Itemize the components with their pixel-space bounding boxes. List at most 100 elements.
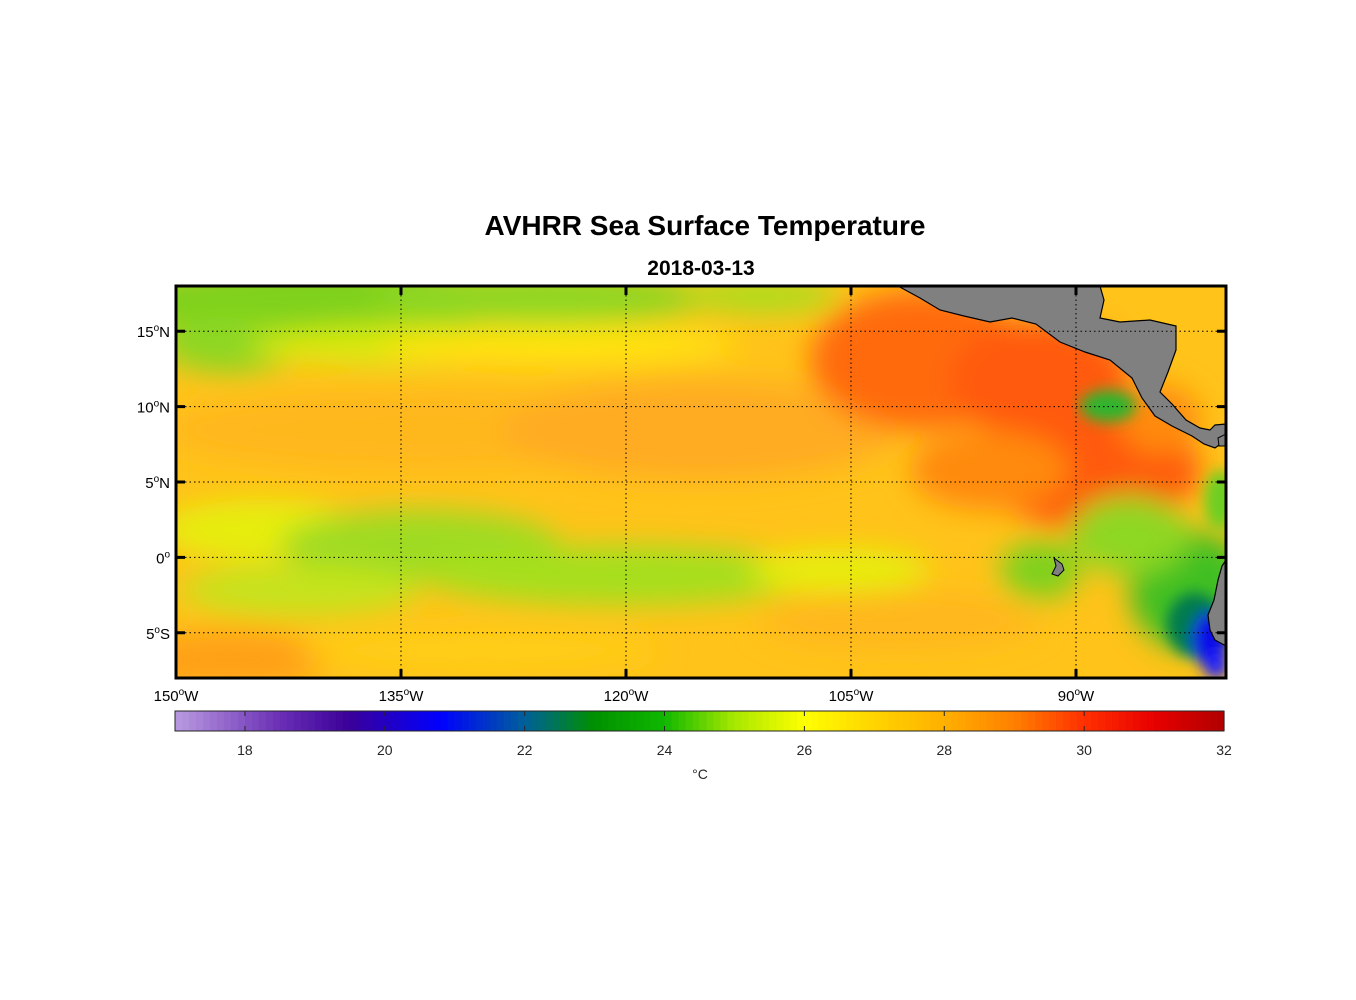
colorbar-swatch xyxy=(727,711,736,731)
colorbar-swatch xyxy=(748,711,757,731)
colorbar-swatch xyxy=(685,711,694,731)
colorbar-swatch xyxy=(545,711,554,731)
colorbar-swatch xyxy=(1217,711,1225,731)
colorbar-swatch xyxy=(664,711,673,731)
colorbar-swatch xyxy=(734,711,743,731)
colorbar-swatch xyxy=(223,711,232,731)
colorbar-swatch xyxy=(692,711,701,731)
colorbar-swatch xyxy=(468,711,477,731)
colorbar-swatch xyxy=(1049,711,1057,731)
colorbar-tick-label: 32 xyxy=(1216,742,1232,758)
colorbar-swatch xyxy=(636,711,645,731)
colorbar-swatch xyxy=(188,711,197,731)
colorbar-swatch xyxy=(559,711,568,731)
land-fragment xyxy=(1217,433,1226,447)
colorbar-swatch xyxy=(552,711,561,731)
colorbar-swatch xyxy=(202,711,211,731)
colorbar-swatch xyxy=(370,711,379,731)
colorbar-swatch xyxy=(1014,711,1022,731)
colorbar-swatch xyxy=(874,711,882,731)
colorbar-swatch xyxy=(580,711,589,731)
lon-tick-label: 105oW xyxy=(829,687,875,705)
colorbar-swatch xyxy=(531,711,540,731)
colorbar-swatch xyxy=(979,711,987,731)
colorbar-swatch xyxy=(482,711,491,731)
colorbar-swatch xyxy=(286,711,295,731)
colorbar-tick-label: 30 xyxy=(1076,742,1092,758)
lat-tick-label: 10oN xyxy=(137,399,170,417)
colorbar-swatch xyxy=(993,711,1001,731)
colorbar-swatch xyxy=(1168,711,1176,731)
colorbar-swatch xyxy=(433,711,442,731)
colorbar-swatch xyxy=(1098,711,1106,731)
colorbar-swatch xyxy=(321,711,330,731)
colorbar-swatch xyxy=(958,711,966,731)
colorbar-swatch xyxy=(209,711,218,731)
colorbar-swatch xyxy=(307,711,316,731)
colorbar-swatch xyxy=(1042,711,1050,731)
map-frame xyxy=(174,284,1228,680)
sst-field xyxy=(176,286,1226,678)
colorbar-swatch xyxy=(776,711,785,731)
colorbar-swatch xyxy=(825,711,833,731)
colorbar-swatch xyxy=(328,711,337,731)
colorbar-swatch xyxy=(1140,711,1148,731)
map-subtitle: 2018-03-13 xyxy=(647,257,754,280)
colorbar-swatch xyxy=(447,711,456,731)
colorbar-swatch xyxy=(881,711,889,731)
colorbar-swatch xyxy=(384,711,393,731)
colorbar-swatch xyxy=(811,711,819,731)
colorbar-swatch xyxy=(195,711,204,731)
colorbar-swatch xyxy=(377,711,386,731)
lon-tick-label: 90oW xyxy=(1058,687,1095,705)
colorbar-swatch xyxy=(335,711,344,731)
colorbar-swatch xyxy=(538,711,547,731)
colorbar-swatch xyxy=(657,711,666,731)
colorbar-swatch xyxy=(629,711,638,731)
colorbar-swatch xyxy=(454,711,463,731)
land-galapagos xyxy=(1051,556,1065,577)
map-tick-labels: 150oW 135oW 120oW 105oW 90oW 15oN 10oN 5oN 0o 5oS xyxy=(137,323,1095,705)
colorbar-swatch xyxy=(314,711,323,731)
colorbar-swatch xyxy=(832,711,840,731)
colorbar-swatch xyxy=(755,711,764,731)
colorbar-swatch xyxy=(356,711,365,731)
colorbar-tick-label: 28 xyxy=(936,742,952,758)
colorbar-unit-label: °C xyxy=(692,766,708,782)
colorbar-swatch xyxy=(1175,711,1183,731)
colorbar-swatch xyxy=(279,711,288,731)
colorbar-swatch xyxy=(251,711,260,731)
colorbar-swatch xyxy=(391,711,400,731)
colorbar-swatch xyxy=(895,711,903,731)
colorbar-swatch xyxy=(1112,711,1120,731)
colorbar-swatch xyxy=(517,711,526,731)
colorbar-swatch xyxy=(1203,711,1211,731)
colorbar-swatch xyxy=(1105,711,1113,731)
colorbar-tick-label: 18 xyxy=(237,742,253,758)
colorbar-swatch xyxy=(440,711,449,731)
colorbar-swatch xyxy=(839,711,847,731)
colorbar-swatch xyxy=(587,711,596,731)
colorbar-swatch xyxy=(622,711,631,731)
colorbar-swatch xyxy=(937,711,945,731)
colorbar-swatch xyxy=(1196,711,1204,731)
colorbar-swatch xyxy=(951,711,959,731)
colorbar-swatch xyxy=(867,711,875,731)
colorbar-swatch xyxy=(797,711,805,731)
colorbar-swatch xyxy=(363,711,372,731)
colorbar-swatch xyxy=(503,711,512,731)
colorbar-swatch xyxy=(300,711,309,731)
colorbar-swatch xyxy=(1063,711,1071,731)
colorbar-swatch xyxy=(489,711,498,731)
map-title: AVHRR Sea Surface Temperature xyxy=(485,210,926,241)
colorbar-swatch xyxy=(1070,711,1078,731)
colorbar-swatch xyxy=(944,711,952,731)
colorbar-swatch xyxy=(426,711,435,731)
colorbar-swatch xyxy=(349,711,358,731)
colorbar-swatch xyxy=(888,711,896,731)
colorbar-swatch xyxy=(342,711,351,731)
colorbar-swatch xyxy=(853,711,861,731)
colorbar-swatch xyxy=(972,711,980,731)
colorbar-swatch xyxy=(699,711,708,731)
colorbar-swatch xyxy=(265,711,274,731)
